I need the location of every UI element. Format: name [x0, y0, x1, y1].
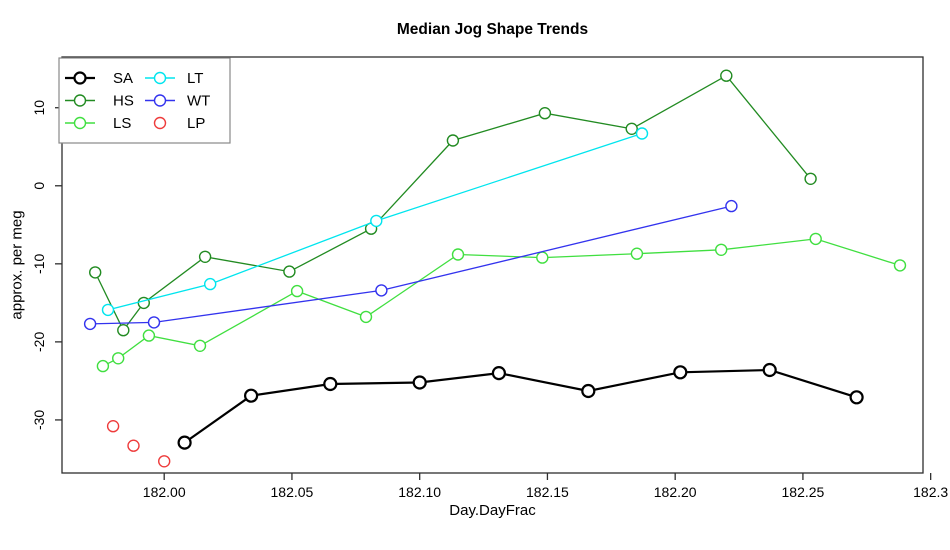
- series-ls-line: [102, 238, 901, 367]
- series-sa-point: [491, 366, 506, 381]
- series-lt-line: [107, 132, 643, 311]
- series-lt-point: [370, 214, 383, 228]
- series-ls-point: [536, 251, 549, 264]
- series-ls-point: [630, 247, 644, 260]
- x-tick-label: 182.15: [526, 484, 569, 500]
- series-hs-point: [117, 324, 130, 337]
- series-ls-point: [893, 259, 907, 272]
- series-sa-point: [323, 376, 338, 392]
- plot-box: [61, 56, 924, 474]
- series-lt-point: [203, 277, 217, 291]
- series-ls-point: [359, 310, 373, 324]
- series-ls-point: [142, 329, 156, 342]
- legend-lp-label: LP: [187, 115, 205, 132]
- x-tick-label: 182.00: [143, 484, 186, 500]
- series-wt-point: [83, 317, 97, 331]
- legend-lt-label: LT: [187, 70, 203, 87]
- series-hs-point: [88, 266, 102, 279]
- series-sa-point: [762, 362, 777, 378]
- series-ls-point: [193, 339, 207, 352]
- legend-hs-label: HS: [113, 93, 134, 110]
- series-hs-point: [720, 69, 733, 82]
- series-lt-point: [101, 303, 115, 317]
- series-ls-point: [111, 352, 125, 365]
- series-ls-point: [451, 248, 465, 261]
- series-ls-point: [715, 243, 728, 257]
- series-hs-point: [283, 265, 296, 278]
- series-lt-point: [635, 127, 649, 140]
- series-wt-point: [725, 199, 738, 213]
- legend-wt-marker: [153, 94, 167, 107]
- series-sa-point: [673, 365, 688, 380]
- legend-hs-marker: [73, 94, 87, 107]
- y-axis-label: approx. per meg: [8, 210, 26, 320]
- x-tick-label: 182.10: [398, 484, 441, 500]
- legend-ls-marker: [73, 116, 87, 130]
- x-tick-label: 182.3: [913, 484, 948, 500]
- series-sa-point: [849, 390, 864, 405]
- series-hs-point: [538, 106, 552, 120]
- x-tick-label: 182.05: [271, 484, 314, 500]
- series-lp-point: [157, 455, 171, 468]
- series-sa-point: [581, 383, 596, 399]
- series-wt-line: [90, 205, 732, 325]
- legend-lt-marker: [153, 71, 167, 85]
- series-lp-point: [106, 420, 120, 433]
- legend-sa-marker: [73, 71, 87, 85]
- series-hs-point: [625, 122, 638, 136]
- legend-sa-label: SA: [113, 70, 133, 87]
- y-tick-label: -30: [31, 410, 47, 430]
- series-lp-point: [127, 439, 140, 452]
- series-ls-point: [809, 232, 822, 246]
- y-tick-label: -20: [31, 332, 47, 352]
- series-sa-point: [412, 375, 427, 390]
- series-sa-point: [177, 435, 192, 450]
- series-sa-point: [244, 388, 259, 403]
- series-sa-line: [183, 368, 857, 444]
- series-hs-point: [446, 134, 460, 147]
- series-ls-point: [96, 359, 110, 373]
- series-hs-point: [804, 172, 817, 186]
- x-tick-label: 182.25: [782, 484, 825, 500]
- series-hs-point: [198, 250, 212, 263]
- chart-title: Median Jog Shape Trends: [396, 21, 589, 38]
- legend-lp-marker: [153, 116, 167, 130]
- legend-wt-label: WT: [187, 93, 210, 110]
- legend-ls-label: LS: [113, 115, 131, 132]
- y-tick-label: -10: [31, 253, 47, 273]
- x-axis-label: Day.DayFrac: [449, 502, 536, 519]
- series-wt-point: [147, 316, 161, 329]
- x-tick-label: 182.20: [654, 484, 697, 500]
- y-tick-label: 10: [31, 100, 47, 116]
- series-wt-point: [375, 284, 388, 297]
- series-ls-point: [290, 284, 304, 298]
- y-tick-label: 0: [31, 182, 47, 190]
- series-hs-point: [137, 296, 151, 310]
